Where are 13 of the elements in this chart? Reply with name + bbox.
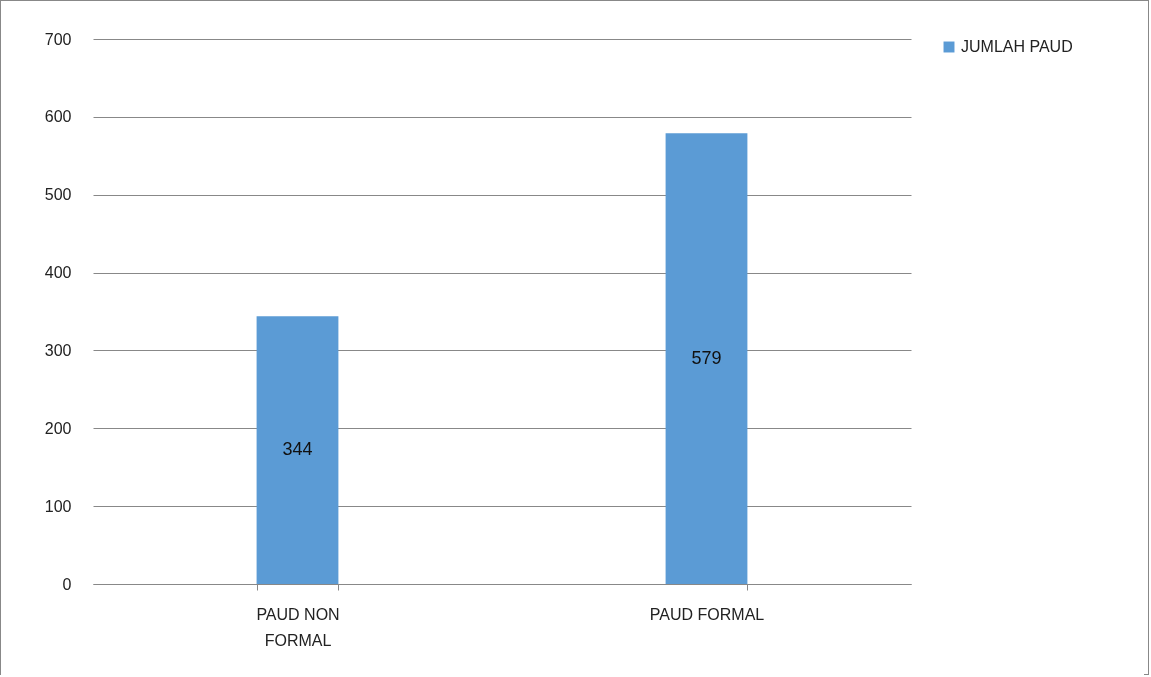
legend-label: JUMLAH PAUD — [961, 38, 1073, 55]
x-tick-label: PAUD NON FORMAL — [256, 605, 340, 649]
y-tick-label: 200 — [44, 419, 72, 437]
y-tick-label: 300 — [44, 341, 72, 359]
x-tick-label: PAUD FORMAL — [649, 605, 765, 623]
y-tick-label: 0 — [62, 575, 72, 593]
y-tick-label: 500 — [44, 186, 72, 204]
y-tick-label: 400 — [44, 264, 72, 282]
y-tick-label: 100 — [44, 497, 72, 515]
data-label: 344 — [282, 439, 313, 460]
y-tick-label: 700 — [44, 30, 72, 48]
data-label: 579 — [691, 347, 722, 368]
y-tick-label: 600 — [44, 108, 72, 126]
